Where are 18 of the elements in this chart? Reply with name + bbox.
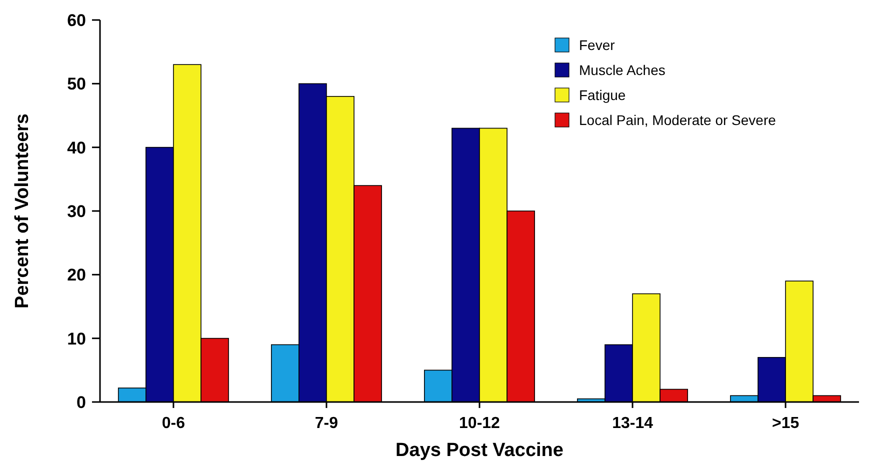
- y-tick-label: 20: [67, 266, 86, 285]
- y-tick-label: 30: [67, 202, 86, 221]
- y-tick-label: 40: [67, 138, 86, 158]
- x-tick-label: >15: [772, 415, 800, 432]
- x-tick-label: 13-14: [612, 415, 654, 432]
- legend-label: Muscle Aches: [579, 62, 666, 78]
- x-tick-label: 0-6: [162, 415, 186, 432]
- y-axis-title: Percent of Volunteers: [12, 114, 33, 308]
- legend-label: Local Pain, Moderate or Severe: [579, 112, 776, 128]
- x-tick-label: 7-9: [314, 415, 338, 432]
- y-tick-label: 60: [67, 10, 86, 30]
- y-tick-label: 0: [76, 392, 86, 412]
- x-axis-title: Days Post Vaccine: [396, 440, 564, 461]
- y-tick-label: 50: [67, 74, 86, 94]
- x-tick-label: 10-12: [459, 415, 500, 432]
- legend-label: Fatigue: [579, 86, 626, 103]
- legend-label: Fever: [579, 36, 616, 53]
- y-tick-label: 10: [67, 329, 86, 348]
